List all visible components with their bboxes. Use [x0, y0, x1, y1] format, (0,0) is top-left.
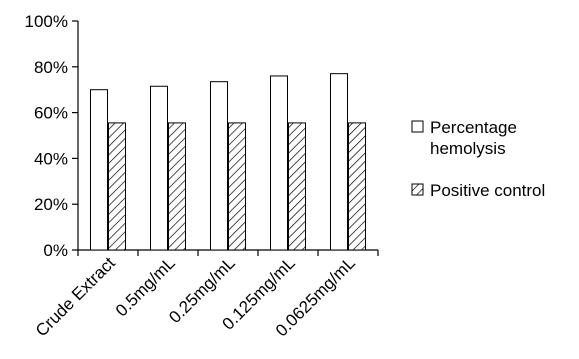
legend: Percentage hemolysis Positive control [412, 118, 545, 200]
percentage-hemolysis-bar [271, 76, 288, 250]
positive-control-bar [349, 123, 366, 250]
legend-label: Percentage [430, 118, 517, 137]
y-tick-label: 40% [34, 149, 68, 168]
y-tick-label: 100% [25, 12, 68, 31]
y-tick-label: 80% [34, 58, 68, 77]
x-axis-ticks: Crude Extract0.5mg/mL0.25mg/mL0.125mg/mL… [32, 250, 378, 340]
positive-control-bar [169, 123, 186, 250]
positive-control-bar [229, 123, 246, 250]
y-tick-label: 0% [43, 241, 68, 260]
y-tick-label: 20% [34, 195, 68, 214]
plot-area [78, 21, 378, 250]
positive-control-bar [109, 123, 126, 250]
legend-item-percentage-hemolysis: Percentage hemolysis [412, 118, 517, 158]
y-tick-label: 60% [34, 104, 68, 123]
legend-swatch [412, 184, 423, 195]
percentage-hemolysis-bar [151, 86, 168, 250]
percentage-hemolysis-bar [211, 82, 228, 250]
legend-label: hemolysis [430, 139, 506, 158]
y-axis-ticks: 0% 20% 40% 60% 80% 100% [25, 12, 78, 260]
legend-swatch [412, 121, 423, 132]
positive-control-bar [289, 123, 306, 250]
x-tick-label: Crude Extract [32, 253, 119, 340]
percentage-hemolysis-bar [331, 74, 348, 250]
legend-item-positive-control: Positive control [412, 181, 545, 200]
percentage-hemolysis-bar [91, 90, 108, 250]
legend-label: Positive control [430, 181, 545, 200]
